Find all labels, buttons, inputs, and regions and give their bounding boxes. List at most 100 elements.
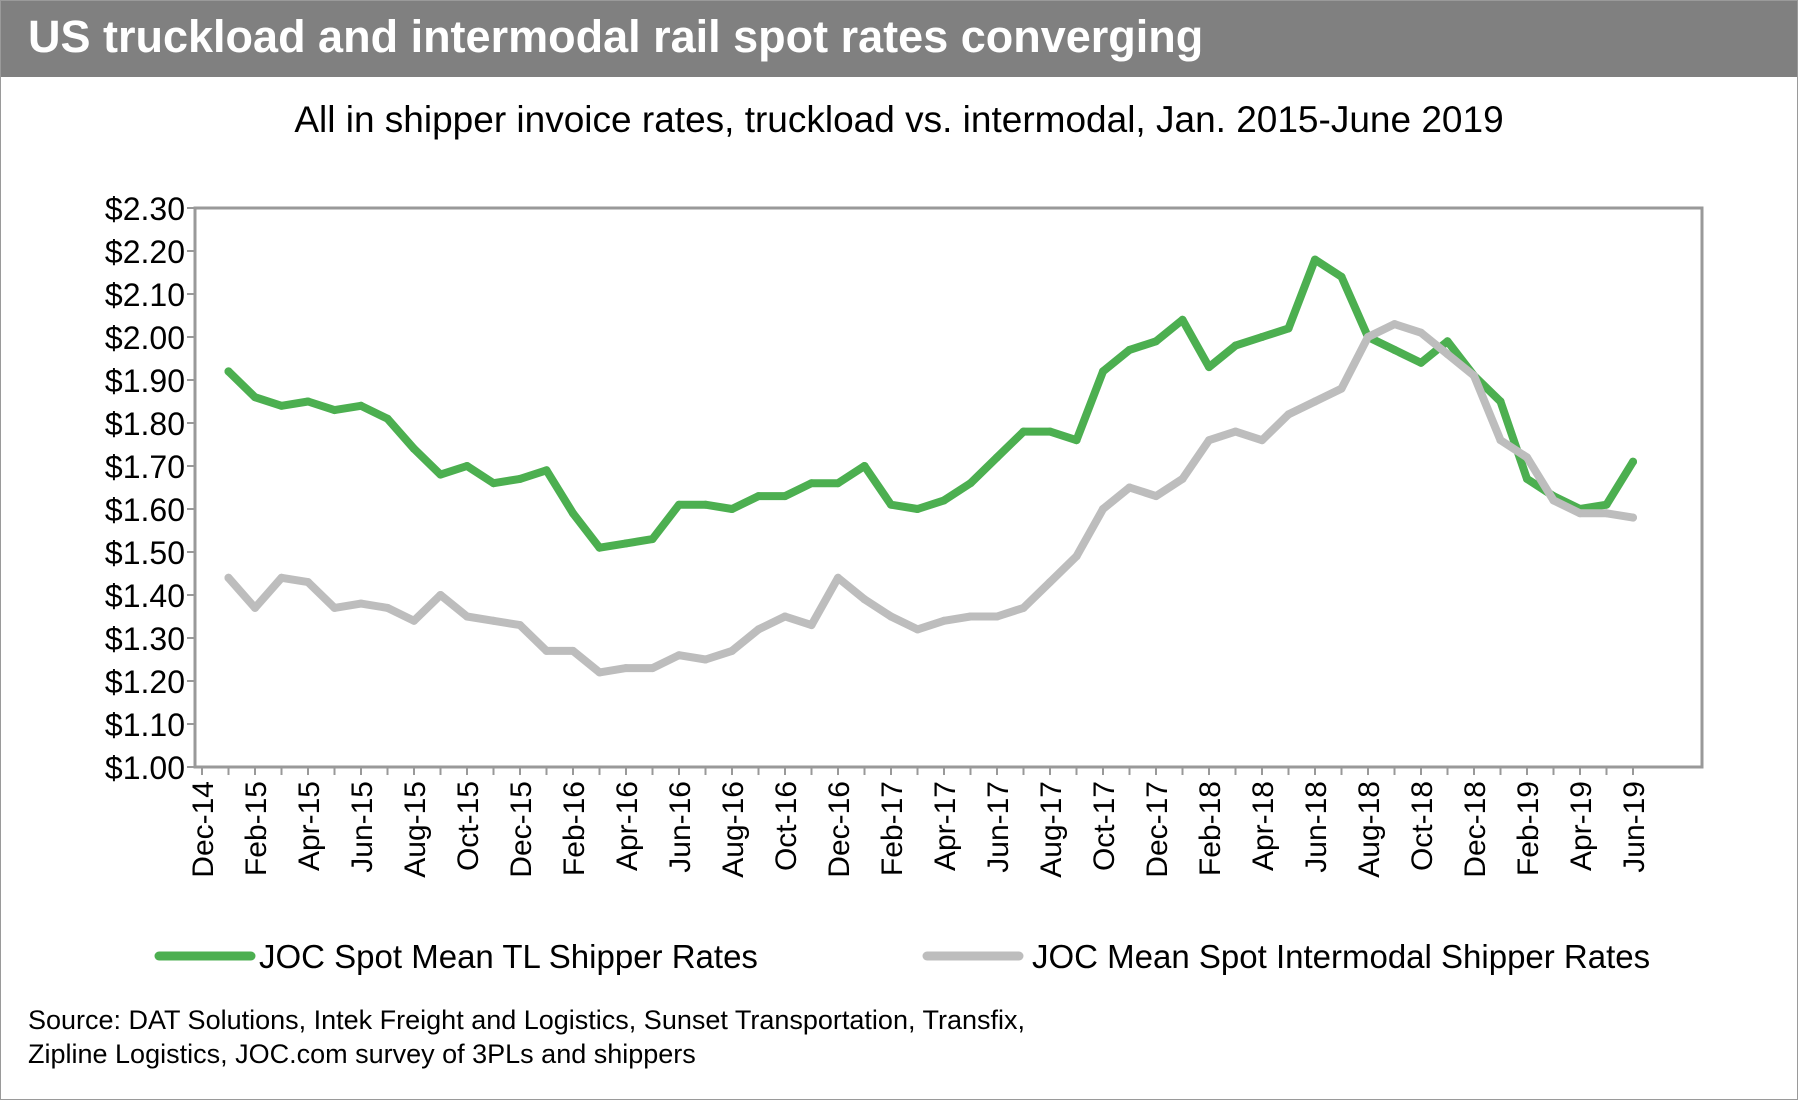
data-point-tl: [1337, 272, 1346, 281]
data-point-intermodal: [940, 616, 948, 625]
data-point-tl: [1152, 337, 1160, 346]
data-point-intermodal: [1629, 513, 1637, 522]
data-point-intermodal: [1178, 474, 1187, 483]
data-point-tl: [1311, 255, 1319, 264]
data-point-intermodal: [436, 591, 445, 599]
data-point-intermodal: [1417, 328, 1425, 337]
data-point-tl: [860, 462, 869, 470]
data-point-tl: [1523, 474, 1531, 483]
data-point-intermodal: [1258, 436, 1266, 445]
y-tick-label: $1.20: [105, 664, 185, 700]
data-point-tl: [1602, 500, 1611, 509]
data-point-tl: [675, 500, 683, 509]
data-point-intermodal: [224, 573, 233, 582]
y-tick-label: $2.10: [105, 277, 185, 313]
data-point-intermodal: [834, 573, 842, 582]
x-tick-label: Dec-16: [823, 781, 856, 878]
y-tick-label: $2.00: [105, 320, 185, 356]
x-tick-label: Oct-17: [1088, 781, 1121, 871]
x-tick-label: Jun-18: [1300, 781, 1333, 873]
source-line-2: Zipline Logistics, JOC.com survey of 3PL…: [28, 1039, 696, 1069]
data-point-tl: [224, 367, 233, 376]
x-tick-label: Aug-16: [717, 781, 750, 878]
x-tick-label: Jun-16: [664, 781, 697, 873]
data-point-tl: [754, 492, 763, 501]
data-point-intermodal: [860, 595, 869, 604]
data-point-tl: [1284, 324, 1293, 333]
data-point-intermodal: [516, 621, 524, 630]
x-tick-label: Apr-19: [1565, 781, 1598, 871]
title-bar: US truckload and intermodal rail spot ra…: [1, 1, 1797, 77]
data-point-tl: [966, 479, 975, 488]
data-point-tl: [1046, 427, 1054, 436]
y-tick-label: $1.00: [105, 750, 185, 786]
data-point-tl: [436, 470, 445, 479]
data-point-intermodal: [595, 668, 604, 677]
data-point-tl: [1258, 333, 1266, 341]
data-point-intermodal: [701, 655, 710, 664]
data-point-intermodal: [675, 651, 683, 660]
y-tick-label: $1.60: [105, 492, 185, 528]
data-point-intermodal: [304, 578, 312, 587]
x-tick-label: Oct-15: [452, 781, 485, 871]
data-point-intermodal: [887, 612, 895, 621]
data-point-intermodal: [1046, 578, 1054, 587]
data-point-tl: [1072, 436, 1081, 445]
data-point-intermodal: [754, 625, 763, 634]
data-point-intermodal: [807, 621, 816, 630]
data-point-intermodal: [330, 603, 339, 612]
data-point-intermodal: [1337, 384, 1346, 393]
data-point-intermodal: [251, 603, 259, 612]
data-point-tl: [251, 393, 259, 402]
chart-title: US truckload and intermodal rail spot ra…: [28, 11, 1204, 62]
data-point-tl: [913, 505, 922, 513]
data-point-tl: [569, 509, 577, 518]
data-point-intermodal: [622, 664, 630, 673]
x-tick-label: Dec-17: [1141, 781, 1174, 878]
y-tick-label: $1.80: [105, 406, 185, 442]
data-point-intermodal: [1523, 453, 1531, 462]
series-line-tl: [224, 255, 1637, 552]
data-point-intermodal: [1284, 410, 1293, 419]
data-point-tl: [940, 496, 948, 505]
x-tick-label: Feb-18: [1194, 781, 1227, 876]
data-point-tl: [887, 500, 895, 509]
x-tick-label: Jun-17: [982, 781, 1015, 873]
data-point-tl: [622, 539, 630, 548]
data-point-intermodal: [966, 612, 975, 621]
data-point-intermodal: [1364, 333, 1372, 341]
data-point-intermodal: [410, 616, 418, 625]
y-tick-label: $2.30: [105, 191, 185, 227]
data-point-intermodal: [489, 616, 498, 625]
x-tick-label: Aug-18: [1353, 781, 1386, 878]
x-tick-label: Feb-16: [558, 781, 591, 876]
data-point-tl: [1443, 337, 1452, 346]
data-point-intermodal: [383, 603, 392, 612]
data-point-intermodal: [1496, 436, 1505, 445]
y-tick-label: $1.10: [105, 707, 185, 743]
data-point-tl: [516, 474, 524, 483]
x-tick-label: Feb-17: [876, 781, 909, 876]
x-tick-label: Feb-15: [240, 781, 273, 876]
x-tick-label: Dec-15: [505, 781, 538, 878]
data-point-intermodal: [728, 646, 736, 655]
y-tick-label: $1.40: [105, 578, 185, 614]
legend-label-intermodal: JOC Mean Spot Intermodal Shipper Rates: [1032, 938, 1650, 975]
data-point-tl: [304, 397, 312, 406]
data-point-tl: [410, 444, 418, 453]
x-tick-label: Apr-18: [1247, 781, 1280, 871]
y-tick-label: $1.50: [105, 535, 185, 571]
data-point-tl: [1178, 315, 1187, 324]
x-tick-label: Apr-15: [293, 781, 326, 871]
data-point-intermodal: [1019, 603, 1028, 612]
data-point-tl: [1629, 457, 1637, 466]
data-point-tl: [1019, 427, 1028, 436]
x-tick-label: Aug-17: [1035, 781, 1068, 878]
data-point-tl: [1390, 345, 1399, 354]
data-point-intermodal: [1311, 397, 1319, 406]
y-tick-label: $1.90: [105, 363, 185, 399]
data-point-intermodal: [1152, 492, 1160, 501]
plot-area: [193, 206, 1704, 769]
data-point-intermodal: [463, 612, 471, 621]
